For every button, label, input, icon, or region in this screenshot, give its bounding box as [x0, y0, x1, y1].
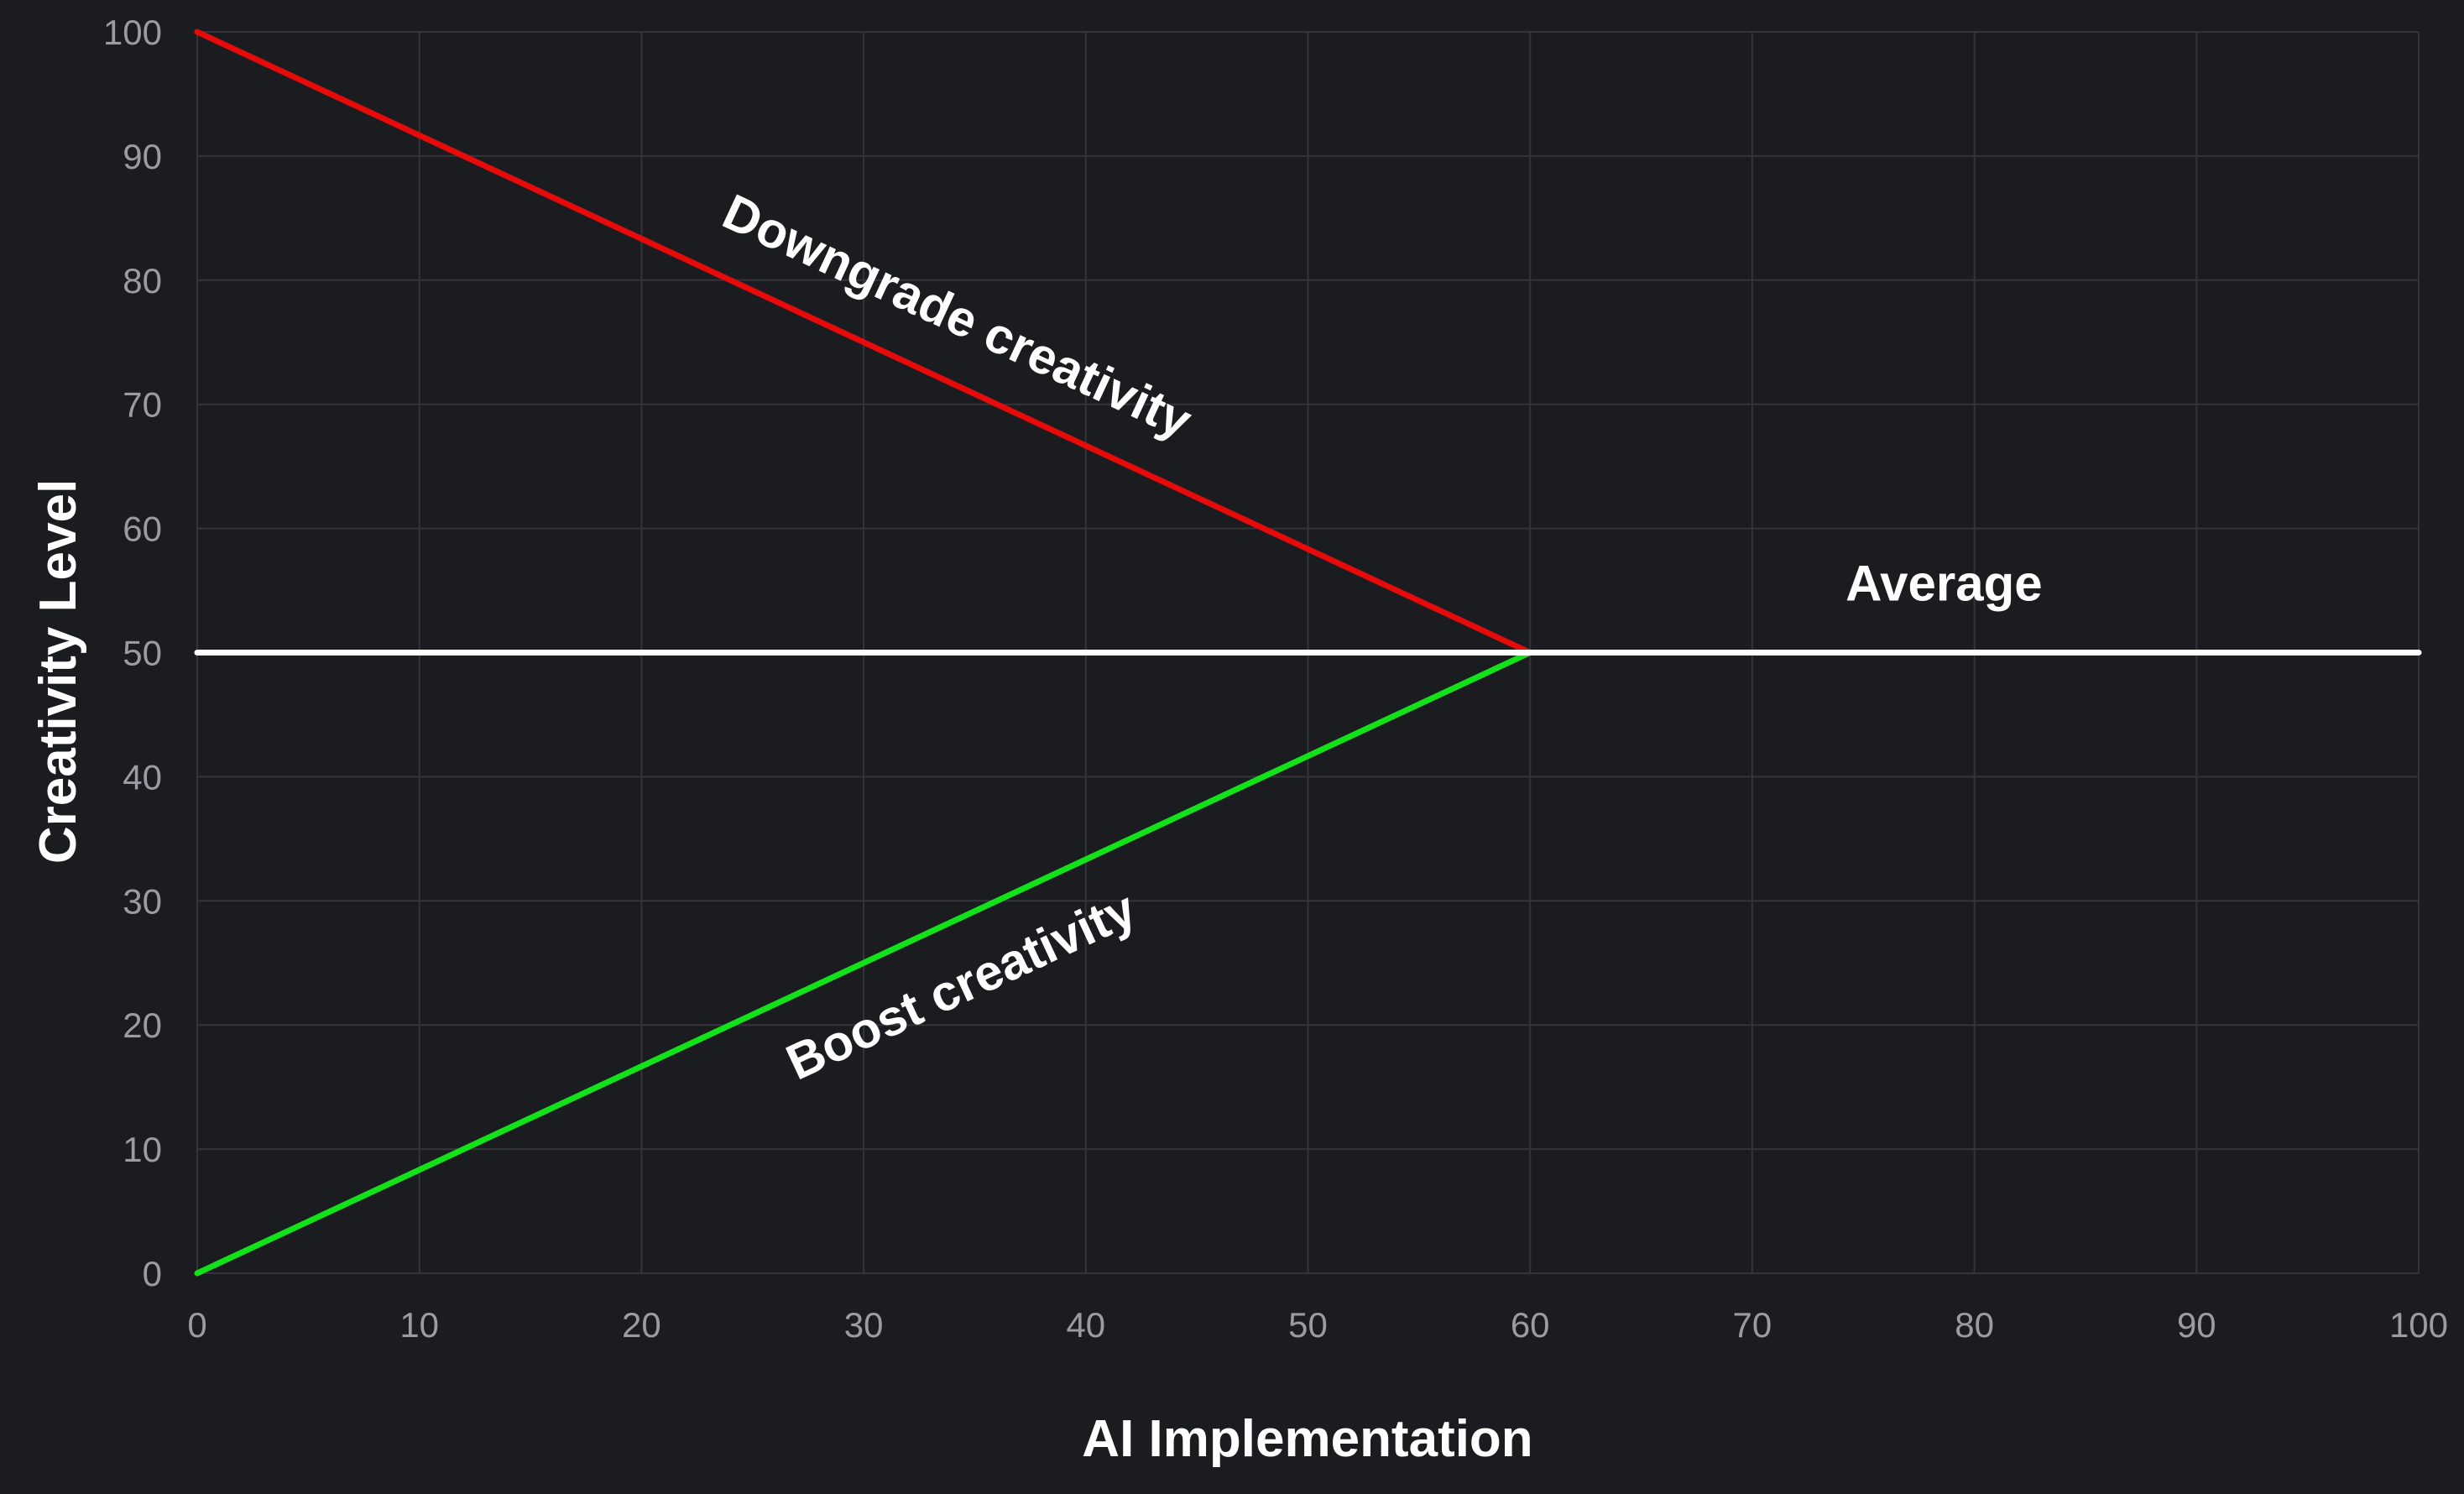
- y-tick-label: 10: [123, 1130, 162, 1169]
- series-line-1: [194, 650, 1533, 1277]
- y-tick-label: 70: [123, 385, 162, 425]
- series-layer: [194, 29, 2422, 1277]
- x-tick-label: 80: [1955, 1305, 1994, 1345]
- grid-layer: [196, 31, 2420, 1274]
- x-axis-title: AI Implementation: [1082, 1410, 1532, 1468]
- y-axis-ticks: 0 10 20 30 40 50 60 70 80 90 100: [103, 13, 162, 1293]
- x-tick-label: 70: [1733, 1305, 1772, 1345]
- x-tick-label: 100: [2389, 1305, 2448, 1345]
- y-tick-label: 40: [123, 757, 162, 797]
- annotation-label-1: Boost creativity: [778, 880, 1145, 1091]
- x-tick-label: 40: [1066, 1305, 1105, 1345]
- x-tick-label: 10: [399, 1305, 439, 1345]
- y-tick-label: 30: [123, 881, 162, 921]
- annotation-layer: Downgrade creativity Boost creativity Aver…: [715, 183, 2043, 1090]
- annotation-label-0: Downgrade creativity: [715, 183, 1201, 449]
- x-tick-label: 20: [622, 1305, 661, 1345]
- y-tick-label: 0: [143, 1254, 162, 1293]
- y-axis-title: Creativity Level: [29, 479, 87, 864]
- x-tick-label: 60: [1511, 1305, 1550, 1345]
- x-tick-label: 30: [844, 1305, 884, 1345]
- y-tick-label: 80: [123, 261, 162, 300]
- x-tick-label: 0: [187, 1305, 206, 1345]
- y-tick-label: 60: [123, 509, 162, 549]
- y-tick-label: 50: [123, 634, 162, 673]
- x-tick-label: 50: [1288, 1305, 1328, 1345]
- series-line-0: [194, 29, 1533, 656]
- x-axis-ticks: 0 10 20 30 40 50 60 70 80 90 100: [187, 1305, 2448, 1345]
- y-tick-label: 90: [123, 137, 162, 176]
- y-tick-label: 100: [103, 13, 162, 52]
- y-tick-label: 20: [123, 1006, 162, 1045]
- x-tick-label: 90: [2177, 1305, 2216, 1345]
- annotation-label-2: Average: [1845, 555, 2043, 611]
